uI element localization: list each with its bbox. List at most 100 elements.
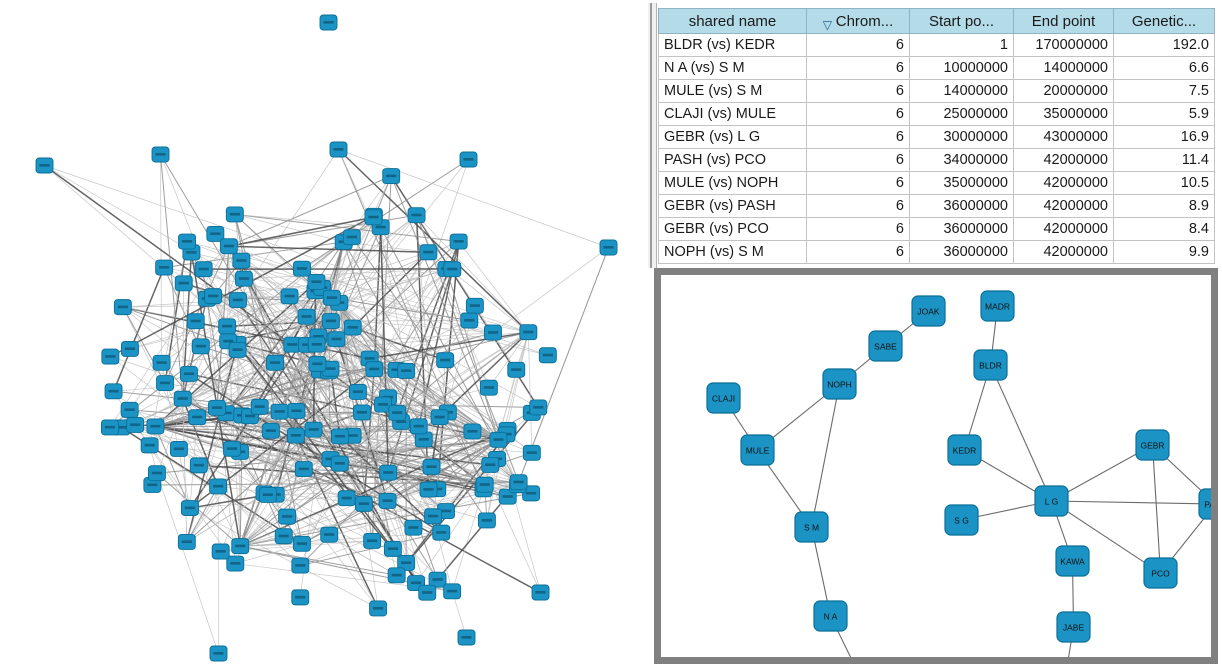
- main-network-edge[interactable]: [249, 268, 453, 417]
- main-network-node[interactable]: [419, 244, 438, 261]
- main-network-edge[interactable]: [458, 241, 529, 333]
- main-network-node[interactable]: [352, 404, 371, 421]
- main-network-node[interactable]: [319, 14, 338, 31]
- main-network-edge[interactable]: [387, 439, 499, 502]
- column-header-start-point[interactable]: Start po...: [909, 8, 1014, 34]
- main-network-edge[interactable]: [228, 245, 429, 254]
- subnetwork-node[interactable]: SABE: [868, 330, 903, 362]
- main-network-edge[interactable]: [155, 426, 487, 521]
- main-network-node[interactable]: [294, 461, 313, 478]
- main-network-edge[interactable]: [396, 159, 469, 371]
- main-network-edge[interactable]: [231, 448, 434, 517]
- main-network-node[interactable]: [177, 533, 196, 550]
- main-network-view[interactable]: [0, 0, 648, 669]
- main-network-node[interactable]: [409, 418, 428, 435]
- main-network-node[interactable]: [208, 399, 226, 416]
- main-network-node[interactable]: [287, 402, 306, 419]
- main-network-edge[interactable]: [439, 416, 519, 486]
- main-network-node[interactable]: [209, 478, 228, 495]
- main-network-edge[interactable]: [236, 343, 394, 550]
- main-network-edge[interactable]: [228, 175, 392, 247]
- main-network-node[interactable]: [258, 486, 277, 503]
- subnetwork-edge[interactable]: [989, 364, 1053, 502]
- main-network-node[interactable]: [261, 422, 280, 439]
- main-network-node[interactable]: [321, 313, 340, 329]
- main-network-edge[interactable]: [338, 302, 417, 584]
- table-row[interactable]: PASH (vs) PCO 6 34000000 42000000 11.4: [658, 148, 1215, 172]
- subnetwork-node[interactable]: CLAJI: [706, 382, 741, 414]
- main-network-node[interactable]: [424, 508, 443, 525]
- node-shape[interactable]: [944, 504, 979, 536]
- main-network-node[interactable]: [188, 409, 207, 426]
- node-shape[interactable]: [813, 600, 848, 632]
- main-network-edge[interactable]: [235, 481, 519, 564]
- main-network-node[interactable]: [280, 288, 299, 305]
- main-network-node[interactable]: [225, 206, 244, 223]
- main-network-edge[interactable]: [527, 332, 533, 453]
- main-network-edge[interactable]: [155, 425, 388, 502]
- main-network-node[interactable]: [331, 428, 349, 445]
- main-network-edge[interactable]: [160, 154, 184, 399]
- main-network-node[interactable]: [35, 157, 54, 174]
- table-row[interactable]: GEBR (vs) PASH 6 36000000 42000000 8.9: [658, 194, 1215, 218]
- main-network-node[interactable]: [465, 297, 484, 314]
- main-network-edge[interactable]: [416, 215, 490, 388]
- main-network-node[interactable]: [419, 481, 438, 498]
- main-network-edge[interactable]: [338, 302, 488, 521]
- main-network-edge[interactable]: [488, 332, 529, 388]
- main-network-edge[interactable]: [231, 448, 414, 528]
- main-network-edge[interactable]: [338, 149, 484, 490]
- main-network-edge[interactable]: [337, 148, 529, 333]
- main-network-node[interactable]: [286, 427, 305, 444]
- main-network-node[interactable]: [151, 146, 170, 163]
- main-network-node[interactable]: [507, 361, 526, 378]
- main-network-edge[interactable]: [338, 149, 609, 248]
- main-network-node[interactable]: [307, 273, 326, 290]
- main-network-edge[interactable]: [439, 331, 529, 418]
- table-row[interactable]: GEBR (vs) PCO 6 36000000 42000000 8.4: [658, 217, 1215, 241]
- main-network-edge[interactable]: [239, 416, 440, 547]
- results-table[interactable]: shared name Chrom... Start po... End poi…: [658, 8, 1215, 264]
- main-network-edge[interactable]: [331, 268, 453, 299]
- main-network-node[interactable]: [204, 288, 223, 305]
- main-network-edge[interactable]: [228, 245, 473, 432]
- main-network-node[interactable]: [343, 319, 362, 336]
- main-network-node[interactable]: [186, 313, 205, 330]
- main-network-node[interactable]: [379, 464, 398, 481]
- subnetwork-node[interactable]: NOPH: [822, 368, 857, 400]
- main-network-node[interactable]: [432, 524, 451, 541]
- main-network-node[interactable]: [178, 233, 196, 250]
- main-network-node[interactable]: [348, 383, 367, 400]
- main-network-node[interactable]: [101, 348, 120, 365]
- main-network-node[interactable]: [443, 261, 462, 278]
- main-network-node[interactable]: [234, 270, 253, 287]
- main-network-edge[interactable]: [352, 251, 429, 329]
- main-network-edge[interactable]: [226, 412, 379, 609]
- main-network-node[interactable]: [266, 354, 284, 371]
- main-network-edge[interactable]: [231, 241, 459, 450]
- main-network-node[interactable]: [304, 421, 323, 438]
- main-network-edge[interactable]: [379, 227, 390, 473]
- table-row[interactable]: CLAJI (vs) MULE 6 25000000 35000000 5.9: [658, 102, 1215, 126]
- subnetwork-node[interactable]: KAWA: [1055, 545, 1090, 577]
- subnetwork-node[interactable]: JABE: [1056, 611, 1091, 643]
- main-network-node[interactable]: [365, 361, 384, 378]
- main-network-edge[interactable]: [291, 344, 438, 580]
- main-network-edge[interactable]: [264, 492, 453, 592]
- main-network-node[interactable]: [228, 341, 247, 358]
- main-network-edge[interactable]: [234, 214, 381, 228]
- main-network-edge[interactable]: [318, 336, 499, 441]
- main-network-node[interactable]: [404, 519, 423, 536]
- main-network-node[interactable]: [475, 476, 494, 493]
- main-network-edge[interactable]: [122, 306, 370, 360]
- node-shape[interactable]: [1143, 557, 1178, 589]
- main-network-edge[interactable]: [198, 439, 499, 466]
- main-network-node[interactable]: [322, 289, 341, 306]
- main-network-edge[interactable]: [321, 287, 507, 435]
- main-network-edge[interactable]: [430, 417, 441, 467]
- main-network-node[interactable]: [180, 365, 198, 382]
- main-network-node[interactable]: [481, 456, 500, 473]
- main-network-node[interactable]: [484, 324, 502, 341]
- subnetwork-node[interactable]: PASH: [1198, 488, 1211, 520]
